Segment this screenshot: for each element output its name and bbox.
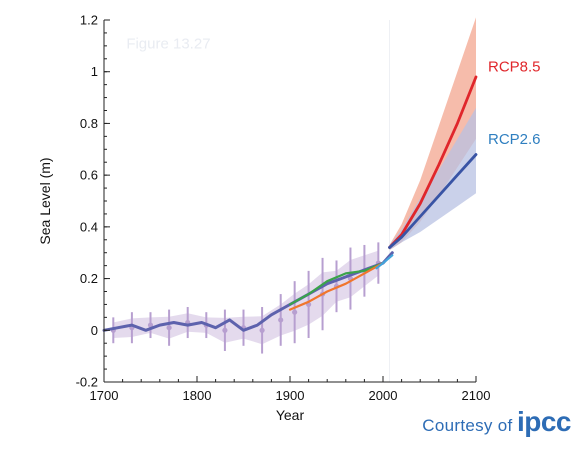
series-line-rcp8-5: [388, 75, 478, 249]
projection-band-rcp2-6: [389, 107, 476, 251]
x-tick-label: 1900: [276, 388, 305, 403]
y-tick-label: -0.2: [76, 375, 98, 390]
y-axis-title: Sea Level (m): [37, 157, 53, 244]
reconstruction-band: [113, 250, 379, 345]
series-line-5: [375, 254, 394, 270]
x-tick-label: 1700: [90, 388, 119, 403]
y-tick-label: 0.4: [80, 219, 98, 234]
y-tick-label: 0.8: [80, 116, 98, 131]
reconstruction-point: [147, 322, 154, 328]
y-tick-label: 0.6: [80, 168, 98, 183]
x-axis-title: Year: [276, 407, 305, 423]
series-line-2: [102, 251, 394, 332]
credit-line: Courtesy of ipcc: [422, 406, 571, 438]
y-tick-label: 0.2: [80, 271, 98, 286]
reconstruction-point: [259, 327, 265, 333]
x-tick-label: 1800: [183, 388, 212, 403]
reconstruction-point: [278, 317, 284, 323]
ipcc-logo: ipcc: [516, 406, 572, 437]
watermark-label: Figure 13.27: [126, 35, 210, 52]
y-tick-label: 1.2: [80, 13, 98, 28]
series-line-3: [288, 262, 385, 306]
series-line-4: [288, 262, 385, 311]
x-tick-label: 2000: [369, 388, 398, 403]
series-label-rcp2-6: RCP2.6: [488, 131, 541, 148]
y-tick-label: 1: [91, 64, 98, 79]
reconstruction-point: [292, 309, 298, 315]
reconstruction-point: [222, 327, 228, 333]
x-tick-label: 2100: [462, 388, 491, 403]
y-tick-label: 0: [91, 323, 98, 338]
credit-text: Courtesy of: [422, 416, 513, 435]
series-label-rcp8-5: RCP8.5: [488, 58, 541, 75]
reconstruction-point: [166, 325, 172, 331]
series-line-rcp2-6: [388, 153, 478, 249]
